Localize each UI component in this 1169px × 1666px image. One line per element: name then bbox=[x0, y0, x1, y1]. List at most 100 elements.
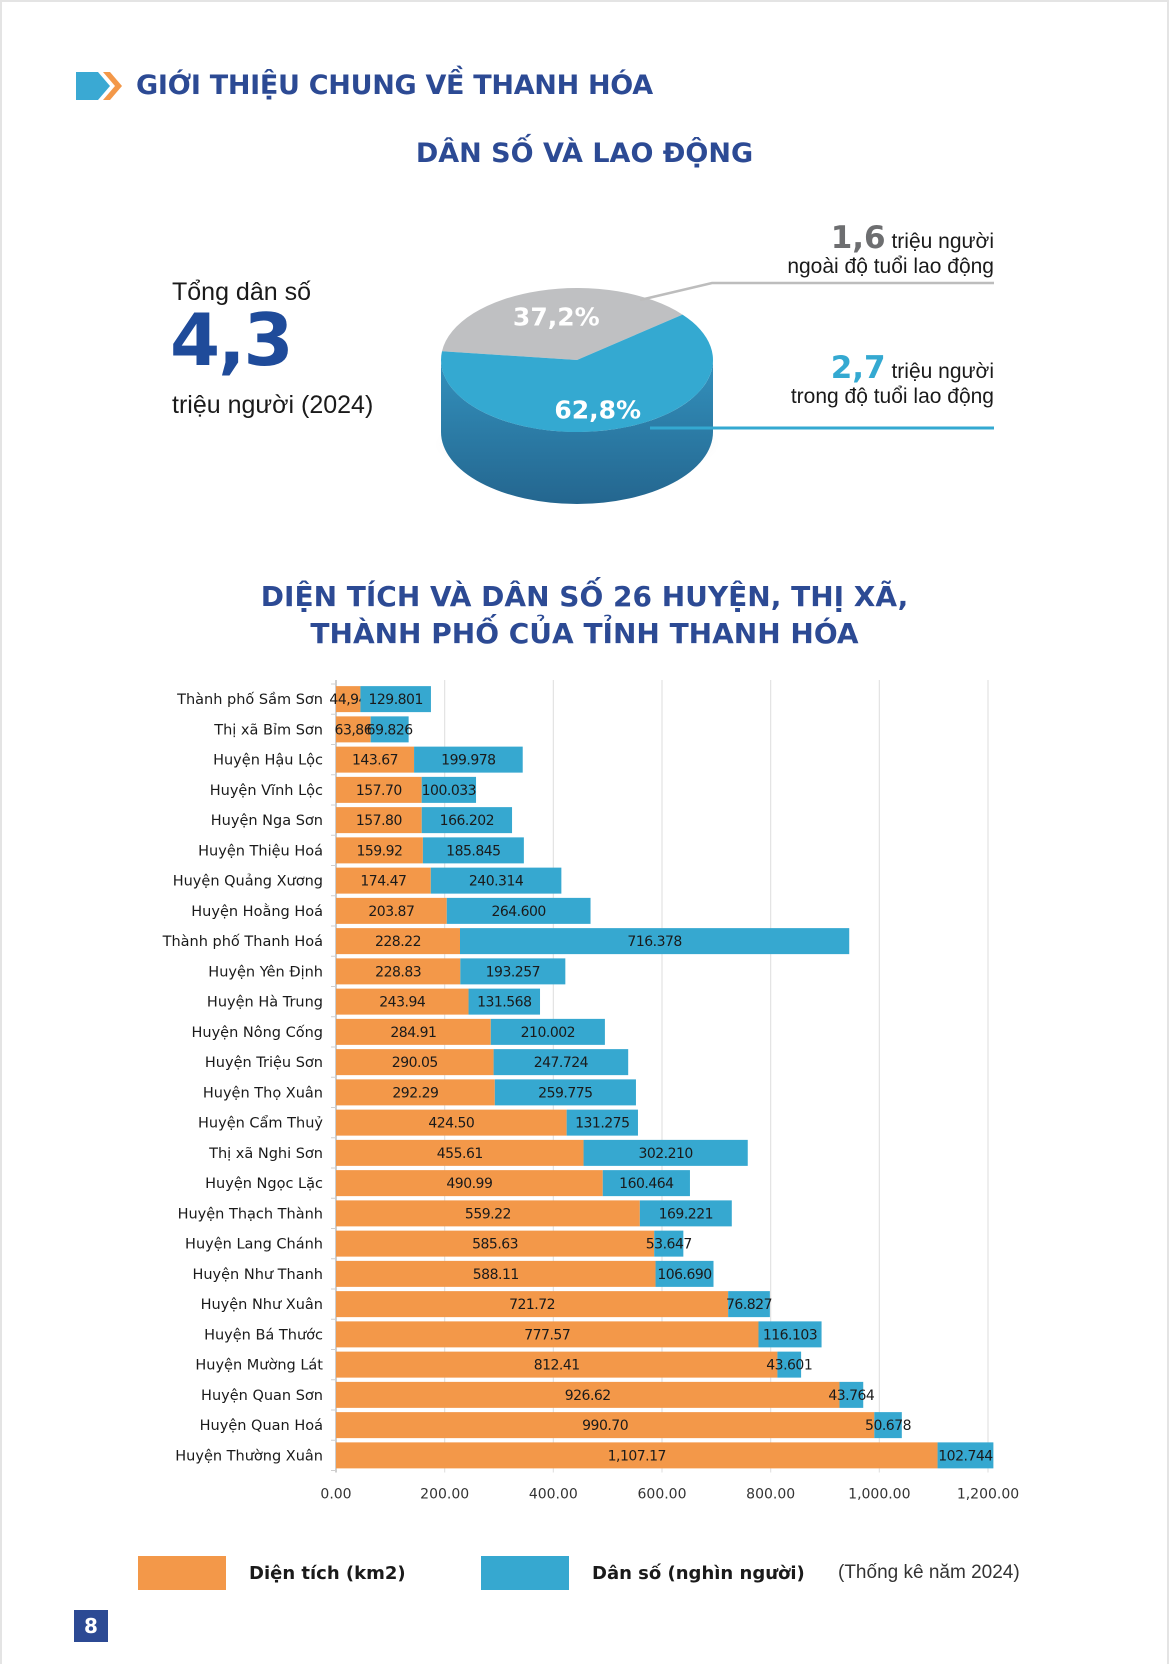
bar-area-label: 585.63 bbox=[472, 1237, 518, 1253]
bar-population-label: 240.314 bbox=[469, 874, 524, 890]
bar-area-label: 228.22 bbox=[375, 934, 421, 950]
bar-area-label: 990.70 bbox=[582, 1418, 628, 1434]
category-label: Huyện Quan Hoá bbox=[200, 1418, 323, 1434]
bar-population-label: 193.257 bbox=[486, 964, 540, 980]
x-tick-label: 1,200.00 bbox=[957, 1487, 1019, 1503]
category-label: Huyện Nông Cống bbox=[191, 1024, 323, 1041]
bar-population bbox=[446, 897, 591, 924]
bar-population bbox=[494, 1079, 636, 1106]
x-tick-label: 400.00 bbox=[529, 1487, 578, 1503]
category-label: Huyện Ngọc Lặc bbox=[205, 1176, 323, 1192]
bar-population-label: 210.002 bbox=[521, 1025, 575, 1041]
total-population-unit: triệu người (2024) bbox=[172, 391, 374, 419]
callout-unit: triệu người bbox=[891, 230, 994, 253]
total-population-label: Tổng dân số bbox=[172, 278, 311, 306]
district-bar-chart: Thành phố Sầm Sơn 44,94 129.801 Thị xã Bỉm … bbox=[162, 680, 1019, 1503]
bar-area-label: 174.47 bbox=[360, 874, 406, 890]
bar-area bbox=[336, 1351, 778, 1378]
bar-population-label: 102.744 bbox=[938, 1448, 993, 1464]
bar-population bbox=[758, 1321, 822, 1348]
bar-area-label: 490.99 bbox=[446, 1176, 492, 1192]
bar-population-label: 106.690 bbox=[657, 1267, 711, 1283]
chart-title-line-1: DIỆN TÍCH VÀ DÂN SỐ 26 HUYỆN, THỊ XÃ, bbox=[260, 580, 909, 613]
bar-area bbox=[336, 897, 447, 924]
pie-slice-label: 62,8% bbox=[554, 396, 641, 425]
bar-area bbox=[336, 1260, 656, 1287]
bar-population-label: 129.801 bbox=[368, 692, 422, 708]
category-label: Thị xã Nghi Sơn bbox=[208, 1146, 323, 1162]
population-pie-chart: 37,2% 62,8% bbox=[434, 288, 720, 504]
callout-value: 2,7 bbox=[830, 350, 886, 386]
section-title: GIỚI THIỆU CHUNG VỀ THANH HÓA bbox=[136, 70, 653, 101]
bar-population-label: 259.775 bbox=[538, 1085, 592, 1101]
bar-area bbox=[336, 746, 415, 773]
bar-area-label: 292.29 bbox=[392, 1085, 438, 1101]
bar-area bbox=[336, 988, 469, 1015]
callout-desc: ngoài độ tuổi lao động bbox=[787, 255, 994, 278]
callout-working-age: 2,7 triệu người trong độ tuổi lao động bbox=[791, 353, 994, 409]
subsection-title: DÂN SỐ VÀ LAO ĐỘNG bbox=[415, 138, 754, 169]
bar-population-label: 169.221 bbox=[659, 1206, 713, 1222]
category-label: Huyện Quan Sơn bbox=[201, 1388, 323, 1404]
bar-population-label: 199.978 bbox=[441, 753, 495, 769]
bar-population-label: 43.601 bbox=[766, 1358, 812, 1374]
bar-area bbox=[336, 1321, 759, 1348]
bar-area-label: 243.94 bbox=[379, 995, 426, 1011]
bar-population bbox=[360, 686, 431, 713]
total-population-value: 4,3 bbox=[170, 298, 294, 382]
category-label: Huyện Thạch Thành bbox=[178, 1206, 323, 1222]
double-chevron-icon bbox=[76, 71, 122, 100]
legend-swatch-population bbox=[481, 1556, 569, 1590]
bar-area bbox=[336, 1079, 495, 1106]
category-label: Thành phố Sầm Sơn bbox=[176, 691, 323, 708]
bar-area-label: 44,94 bbox=[329, 692, 367, 708]
category-label: Huyện Hoằng Hoá bbox=[191, 903, 323, 920]
bar-population bbox=[839, 1381, 864, 1408]
bar-area-label: 284.91 bbox=[390, 1025, 436, 1041]
bar-area bbox=[336, 837, 423, 864]
bar-area-label: 455.61 bbox=[437, 1146, 483, 1162]
bar-population-label: 166.202 bbox=[440, 813, 494, 829]
category-label: Huyện Triệu Sơn bbox=[205, 1055, 323, 1071]
legend-label-area: Diện tích (km2) bbox=[249, 1563, 406, 1584]
bar-population bbox=[655, 1260, 714, 1287]
bar-area-label: 777.57 bbox=[524, 1327, 570, 1343]
bar-area bbox=[336, 1291, 729, 1318]
category-label: Huyện Như Xuân bbox=[201, 1297, 323, 1313]
bar-area-label: 926.62 bbox=[565, 1388, 611, 1404]
bar-population bbox=[414, 746, 523, 773]
callout-value: 1,6 bbox=[830, 220, 886, 256]
bar-population-label: 43.764 bbox=[828, 1388, 875, 1404]
category-label: Huyện Vĩnh Lộc bbox=[210, 783, 323, 799]
bar-area bbox=[336, 686, 361, 713]
bar-area-label: 157.80 bbox=[356, 813, 402, 829]
category-label: Huyện Thọ Xuân bbox=[203, 1085, 323, 1101]
bar-population bbox=[654, 1230, 684, 1257]
bar-area bbox=[336, 807, 422, 834]
bar-area bbox=[336, 1018, 491, 1045]
x-tick-label: 0.00 bbox=[320, 1487, 351, 1503]
bar-population bbox=[602, 1170, 690, 1197]
bar-population bbox=[777, 1351, 802, 1378]
bar-area-label: 157.70 bbox=[356, 783, 402, 799]
pie-slice-label: 37,2% bbox=[513, 302, 600, 331]
bar-area bbox=[336, 1200, 640, 1227]
statistics-note: (Thống kê năm 2024) bbox=[838, 1562, 1020, 1583]
bar-population-label: 116.103 bbox=[763, 1327, 817, 1343]
category-label: Huyện Lang Chánh bbox=[185, 1237, 323, 1253]
bar-area bbox=[336, 867, 431, 894]
bar-population-label: 131.568 bbox=[477, 995, 531, 1011]
bar-population-label: 69.826 bbox=[367, 722, 414, 738]
callout-unit: triệu người bbox=[891, 360, 994, 383]
bar-area bbox=[336, 716, 371, 743]
bar-area bbox=[336, 776, 422, 803]
bar-population-label: 264.600 bbox=[491, 904, 545, 920]
bar-area-label: 588.11 bbox=[473, 1267, 519, 1283]
bar-area-label: 203.87 bbox=[368, 904, 414, 920]
bar-population bbox=[728, 1291, 770, 1318]
bar-population bbox=[421, 776, 477, 803]
category-label: Huyện Hà Trung bbox=[207, 995, 323, 1011]
bar-population-label: 247.724 bbox=[534, 1055, 589, 1071]
category-label: Huyện Thiệu Hoá bbox=[198, 843, 323, 859]
